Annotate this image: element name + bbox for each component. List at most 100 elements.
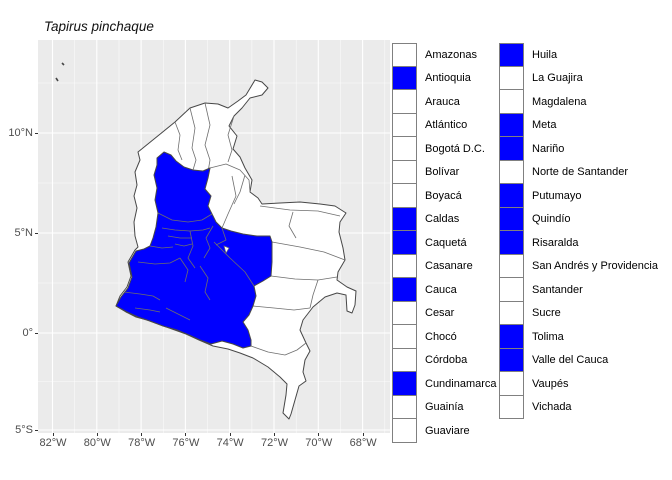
- x-tick: [274, 433, 275, 436]
- plot-title: Tapirus pinchaque: [44, 19, 154, 34]
- legend-column-right: Huila La Guajira Magdalena Meta Nariño N…: [499, 43, 658, 419]
- legend-item: Magdalena: [499, 89, 658, 114]
- legend-item: Valle del Cauca: [499, 347, 658, 372]
- legend-key-swatch: [392, 371, 417, 396]
- x-tick: [229, 433, 231, 436]
- legend-key-swatch: [499, 159, 524, 184]
- legend-key-swatch: [392, 206, 417, 231]
- legend-item: Córdoba: [392, 347, 497, 372]
- legend-key-swatch: [499, 324, 524, 349]
- legend-key-swatch: [499, 183, 524, 208]
- legend-item-label: Huila: [532, 48, 558, 61]
- legend-item-label: Vichada: [532, 401, 572, 414]
- bogota-speck: [223, 245, 230, 254]
- legend-item: Antioquia: [392, 65, 497, 90]
- legend-item-label: Quindío: [532, 213, 571, 226]
- y-tick: [35, 233, 38, 234]
- legend-key-swatch: [392, 300, 417, 325]
- legend-key-swatch: [392, 324, 417, 349]
- legend-key-swatch: [392, 43, 417, 67]
- legend-key-swatch: [499, 65, 524, 90]
- legend-item-label: Caquetá: [425, 236, 467, 249]
- legend-item: Guainía: [392, 394, 497, 419]
- y-axis-label: 10°N: [8, 127, 33, 139]
- legend-item-label: Bogotá D.C.: [425, 142, 485, 155]
- legend-key-swatch: [499, 371, 524, 396]
- y-tick: [35, 133, 38, 134]
- legend-item-label: Vaupés: [532, 377, 569, 390]
- y-axis-label: 5°N: [14, 227, 33, 239]
- islands-san-andres: [55, 62, 65, 82]
- x-tick: [52, 433, 54, 436]
- legend-item: La Guajira: [499, 65, 658, 90]
- legend-key-swatch: [499, 253, 524, 278]
- legend-item-label: Meta: [532, 119, 557, 132]
- legend-key-swatch: [392, 394, 417, 419]
- x-axis-label: 72°W: [260, 437, 289, 449]
- legend-item-label: Guainía: [425, 401, 464, 414]
- x-axis-label: 80°W: [83, 437, 111, 449]
- legend-key-swatch: [392, 112, 417, 137]
- legend-item-label: Putumayo: [532, 189, 582, 202]
- legend-item: Atlántico: [392, 112, 497, 137]
- legend-item: Cundinamarca: [392, 371, 497, 396]
- legend-key-swatch: [392, 159, 417, 184]
- legend-key-swatch: [392, 347, 417, 372]
- y-axis-label: 0°: [22, 327, 33, 339]
- legend-item: Meta: [499, 112, 658, 137]
- legend-item: Amazonas: [392, 43, 497, 67]
- y-tick: [35, 430, 38, 431]
- legend-item: Caldas: [392, 206, 497, 231]
- legend-item-label: Nariño: [532, 142, 565, 155]
- legend-item: Chocó: [392, 324, 497, 349]
- x-tick: [96, 433, 98, 436]
- legend-item: Cauca: [392, 277, 497, 302]
- legend-item-label: Sucre: [532, 307, 561, 320]
- legend-item-label: Atlántico: [425, 119, 468, 132]
- legend-item-label: Santander: [532, 283, 583, 296]
- x-tick: [362, 433, 364, 436]
- legend-column-left: Amazonas Antioquia Arauca Atlántico Bogo…: [392, 43, 497, 443]
- legend-key-swatch: [392, 418, 417, 443]
- legend-item: Santander: [499, 277, 658, 302]
- legend-item-label: Tolima: [532, 330, 564, 343]
- legend-item: Sucre: [499, 300, 658, 325]
- legend-key-swatch: [392, 89, 417, 114]
- legend-item-label: Bolívar: [425, 166, 460, 179]
- legend-item-label: Norte de Santander: [532, 166, 629, 179]
- legend-item-label: Cundinamarca: [425, 377, 497, 390]
- x-axis-label: 78°W: [128, 437, 156, 449]
- x-axis-label: 70°W: [305, 437, 333, 449]
- legend-item-label: Amazonas: [425, 48, 477, 61]
- legend-item-label: Antioquia: [425, 72, 471, 85]
- x-axis-label: 74°W: [216, 437, 244, 449]
- legend-key-swatch: [392, 65, 417, 90]
- legend-item: Vichada: [499, 394, 658, 419]
- legend-item: Norte de Santander: [499, 159, 658, 184]
- presence-region: [115, 151, 273, 349]
- legend-key-swatch: [499, 347, 524, 372]
- y-axis-label: 5°S: [15, 424, 33, 436]
- x-tick: [141, 433, 143, 436]
- legend-key-swatch: [499, 394, 524, 419]
- legend-item: San Andrés y Providencia: [499, 253, 658, 278]
- legend-item-label: Guaviare: [425, 424, 470, 437]
- y-tick: [35, 333, 38, 334]
- x-axis-label: 82°W: [39, 437, 67, 449]
- legend-item: Bolívar: [392, 159, 497, 184]
- legend-key-swatch: [499, 300, 524, 325]
- legend-item-label: Arauca: [425, 95, 460, 108]
- legend-key-swatch: [392, 136, 417, 161]
- legend-item-label: Chocó: [425, 330, 457, 343]
- x-axis-label: 68°W: [349, 437, 377, 449]
- x-axis-label: 76°W: [172, 437, 200, 449]
- legend-item: Cesar: [392, 300, 497, 325]
- legend-item: Nariño: [499, 136, 658, 161]
- map-panel: [38, 40, 390, 433]
- legend-item: Bogotá D.C.: [392, 136, 497, 161]
- legend-key-swatch: [499, 136, 524, 161]
- legend-key-swatch: [392, 253, 417, 278]
- x-tick: [318, 433, 320, 436]
- x-tick: [185, 433, 187, 436]
